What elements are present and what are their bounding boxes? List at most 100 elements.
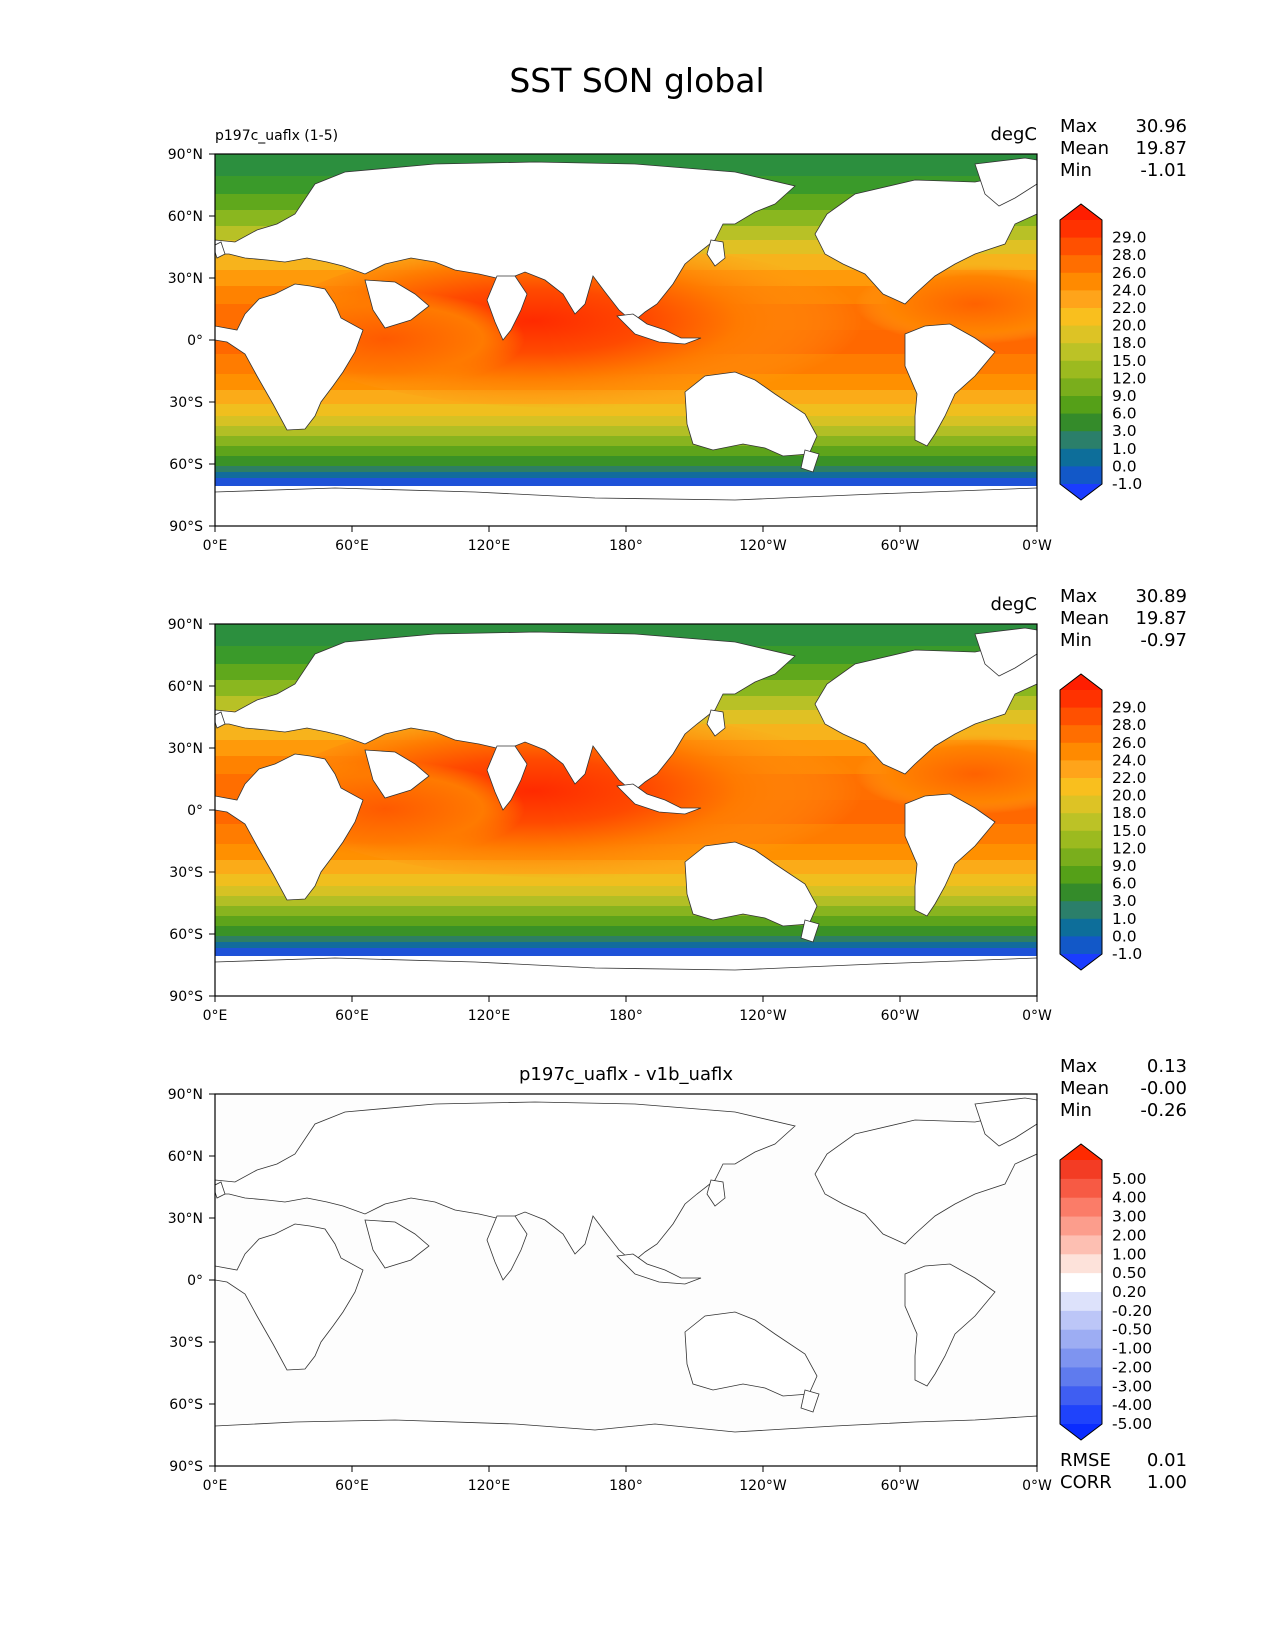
lon-tick-label: 0°W bbox=[1022, 1008, 1052, 1024]
sst-band bbox=[215, 936, 1037, 942]
stat-value: -1.01 bbox=[1140, 160, 1187, 181]
stat-label: Max bbox=[1060, 116, 1098, 137]
colorbar-label: 0.0 bbox=[1112, 927, 1137, 945]
colorbar-extend-top bbox=[1060, 674, 1102, 690]
stat-value: -0.00 bbox=[1140, 1078, 1187, 1099]
land-samerica bbox=[904, 1263, 996, 1387]
colorbar-segment bbox=[1060, 1235, 1102, 1255]
colorbar-segment bbox=[1060, 795, 1102, 814]
stat-label: Min bbox=[1060, 160, 1092, 181]
lat-tick-label: 60°N bbox=[168, 679, 203, 695]
colorbar-segment bbox=[1060, 866, 1102, 885]
colorbar-label: 3.00 bbox=[1112, 1208, 1147, 1226]
land-samerica bbox=[904, 323, 996, 447]
colorbar-label: -2.00 bbox=[1112, 1358, 1152, 1376]
colorbar-label: 3.0 bbox=[1112, 892, 1137, 910]
sst-band bbox=[215, 886, 1037, 896]
land-arabia bbox=[364, 749, 430, 799]
colorbar-segment bbox=[1060, 1310, 1102, 1331]
sst-band bbox=[215, 942, 1037, 948]
colorbar-segment bbox=[1060, 936, 1102, 955]
colorbar-label: 1.0 bbox=[1112, 910, 1137, 928]
colorbar-label: 5.00 bbox=[1112, 1170, 1147, 1188]
map-area bbox=[215, 1094, 1037, 1466]
colorbar-segment bbox=[1060, 413, 1102, 432]
land-uk bbox=[215, 241, 226, 259]
panel-1: 90°N 60°N 30°N 0° 30°S 60°S 90°S0°E 60°E 120°E 18… bbox=[168, 116, 1187, 554]
map-area bbox=[215, 154, 1037, 526]
footer-stat-label: RMSE bbox=[1060, 1450, 1111, 1471]
colorbar-segment bbox=[1060, 1254, 1102, 1274]
units-label: degC bbox=[991, 124, 1038, 145]
colorbar-segment bbox=[1060, 813, 1102, 832]
panel-title: p197c_uaflx - v1b_uaflx bbox=[519, 1064, 733, 1085]
colorbar-label: -5.00 bbox=[1112, 1415, 1152, 1433]
colorbar-label: 1.00 bbox=[1112, 1245, 1147, 1263]
lon-tick-label: 60°E bbox=[335, 1478, 369, 1494]
colorbar: 29.028.026.024.022.020.018.015.012.09.06… bbox=[1059, 203, 1147, 501]
colorbar-label: 24.0 bbox=[1112, 281, 1147, 299]
sst-band bbox=[215, 874, 1037, 886]
colorbar-label: -0.20 bbox=[1112, 1302, 1152, 1320]
stat-value: 19.87 bbox=[1135, 608, 1187, 629]
lat-tick-label: 60°S bbox=[169, 1397, 203, 1413]
lat-tick-label: 60°N bbox=[168, 209, 203, 225]
land-greenland bbox=[974, 627, 1037, 677]
stat-label: Mean bbox=[1060, 608, 1109, 629]
colorbar-label: -1.00 bbox=[1112, 1340, 1152, 1358]
land-samerica bbox=[904, 793, 996, 917]
land-eurasia bbox=[215, 631, 796, 793]
colorbar-label: 29.0 bbox=[1112, 229, 1147, 247]
colorbar-segment bbox=[1060, 431, 1102, 450]
colorbar-label: 0.50 bbox=[1112, 1264, 1147, 1282]
colorbar-extend-bottom bbox=[1060, 1424, 1102, 1440]
land-india bbox=[486, 745, 528, 811]
land-indonesia bbox=[616, 313, 702, 345]
lat-tick-label: 90°N bbox=[168, 147, 203, 163]
land-greenland bbox=[974, 157, 1037, 207]
land-newzealand bbox=[800, 919, 820, 943]
colorbar-label: 28.0 bbox=[1112, 716, 1147, 734]
land-japan bbox=[706, 1179, 726, 1207]
stat-label: Min bbox=[1060, 630, 1092, 651]
stat-value: 30.96 bbox=[1135, 116, 1187, 137]
colorbar-segment bbox=[1060, 883, 1102, 902]
colorbar-segment bbox=[1060, 918, 1102, 937]
colorbar-segment bbox=[1060, 1367, 1102, 1387]
colorbar-label: 6.0 bbox=[1112, 875, 1137, 893]
colorbar-label: 20.0 bbox=[1112, 317, 1147, 335]
colorbar-segment bbox=[1060, 448, 1102, 467]
land-africa bbox=[215, 753, 364, 901]
colorbar-segment bbox=[1060, 466, 1102, 485]
units-label: degC bbox=[991, 594, 1038, 615]
colorbar-extend-top bbox=[1060, 1144, 1102, 1160]
lon-tick-label: 120°W bbox=[739, 1478, 787, 1494]
colorbar-label: -1.0 bbox=[1112, 475, 1142, 493]
colorbar-segment bbox=[1060, 360, 1102, 379]
sst-band bbox=[215, 404, 1037, 416]
colorbar-segment bbox=[1060, 1348, 1102, 1368]
land-arabia bbox=[364, 279, 430, 329]
stat-value: 0.13 bbox=[1147, 1056, 1187, 1077]
land-greenland bbox=[974, 1097, 1037, 1147]
lat-tick-label: 60°S bbox=[169, 927, 203, 943]
land-uk bbox=[215, 1181, 226, 1199]
footer-stat-value: 0.01 bbox=[1147, 1450, 1187, 1471]
lon-tick-label: 60°W bbox=[881, 1478, 920, 1494]
lat-tick-label: 90°S bbox=[169, 1459, 203, 1475]
colorbar-label: 12.0 bbox=[1112, 839, 1147, 857]
colorbar-segment bbox=[1060, 848, 1102, 867]
colorbar-label: 22.0 bbox=[1112, 299, 1147, 317]
lon-tick-label: 120°W bbox=[739, 538, 787, 554]
lon-tick-label: 60°E bbox=[335, 538, 369, 554]
lon-tick-label: 0°E bbox=[203, 538, 228, 554]
colorbar-segment bbox=[1060, 290, 1102, 309]
sst-band bbox=[215, 948, 1037, 956]
land-eurasia bbox=[215, 1101, 796, 1263]
stat-label: Max bbox=[1060, 1056, 1098, 1077]
colorbar-segment bbox=[1060, 396, 1102, 415]
lon-tick-label: 0°W bbox=[1022, 538, 1052, 554]
lat-tick-label: 90°N bbox=[168, 617, 203, 633]
land-india bbox=[486, 1215, 528, 1281]
